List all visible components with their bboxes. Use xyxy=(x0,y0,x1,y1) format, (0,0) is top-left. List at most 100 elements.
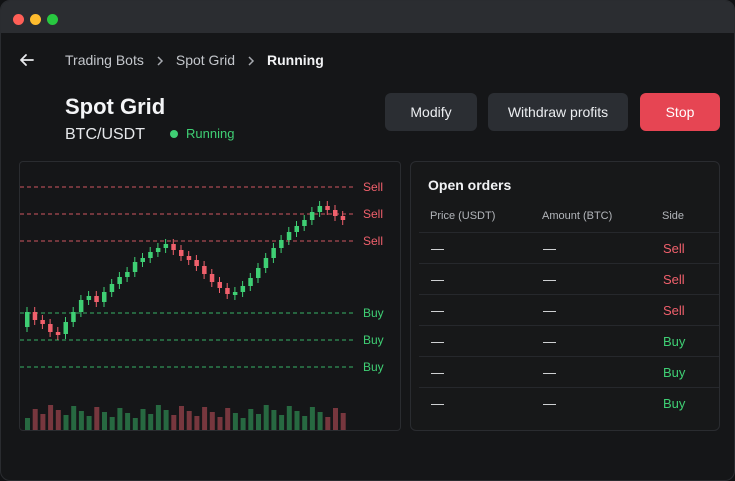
chevron-right-icon xyxy=(247,54,255,66)
table-row[interactable]: — — Sell xyxy=(419,232,719,263)
volume-bar xyxy=(202,407,208,430)
candle-body xyxy=(71,312,76,322)
breadcrumb-running: Running xyxy=(267,52,324,68)
volume-bar xyxy=(302,416,308,430)
candle-body xyxy=(55,332,61,335)
order-side: Sell xyxy=(663,241,685,256)
candle-body xyxy=(202,266,207,274)
candle-body xyxy=(171,244,176,250)
maximize-window-button[interactable] xyxy=(47,14,58,25)
title-bar xyxy=(1,1,734,33)
candle-body xyxy=(94,296,99,302)
candle-body xyxy=(163,244,169,248)
order-amount: — xyxy=(543,365,556,380)
arrow-left-icon[interactable] xyxy=(17,50,37,70)
volume-bar xyxy=(86,416,92,430)
table-row[interactable]: — — Buy xyxy=(419,356,719,387)
candle-body xyxy=(279,240,284,248)
volume-bar xyxy=(325,417,331,430)
candle-body xyxy=(256,268,261,278)
table-row[interactable]: — — Sell xyxy=(419,294,719,325)
candle-body xyxy=(217,282,222,288)
volume-bar xyxy=(171,415,177,430)
candle-body xyxy=(102,292,107,302)
table-row[interactable]: — — Buy xyxy=(419,387,719,418)
volume-bar xyxy=(217,417,223,430)
column-header-price: Price (USDT) xyxy=(430,210,496,222)
candle-body xyxy=(86,296,92,300)
candle-body xyxy=(194,260,199,266)
grid-label: Buy xyxy=(363,360,384,374)
volume-bar xyxy=(155,405,161,430)
candle-body xyxy=(286,232,292,240)
order-price: — xyxy=(431,272,444,287)
table-row[interactable]: — — Buy xyxy=(419,325,719,356)
volume-bar xyxy=(163,410,169,430)
volume-bar xyxy=(148,414,154,430)
modify-button[interactable]: Modify xyxy=(385,93,477,131)
stop-button[interactable]: Stop xyxy=(640,93,720,131)
candle-body xyxy=(294,226,299,232)
candle-body xyxy=(225,288,230,294)
candle-body xyxy=(317,206,323,212)
order-price: — xyxy=(431,303,444,318)
grid-label: Buy xyxy=(363,333,384,347)
trading-pair: BTC/USDT xyxy=(65,126,145,143)
volume-bar xyxy=(40,414,46,430)
breadcrumb-spot-grid[interactable]: Spot Grid xyxy=(175,52,235,68)
order-amount: — xyxy=(543,241,556,256)
candle-body xyxy=(309,212,315,220)
order-amount: — xyxy=(543,334,556,349)
volume-bar xyxy=(186,411,192,430)
page-title: Spot Grid xyxy=(65,94,166,119)
volume-bar xyxy=(225,408,231,430)
volume-bar xyxy=(232,413,238,430)
candle-body xyxy=(155,248,161,252)
grid-label: Sell xyxy=(363,180,383,194)
candle-body xyxy=(263,258,269,268)
status-badge: Running xyxy=(170,126,234,141)
volume-bar xyxy=(71,406,77,430)
orders-table: — — Sell — — Sell — — Sell — — Buy — — xyxy=(419,232,719,418)
open-orders-panel: Open orders Price (USDT) Amount (BTC) Si… xyxy=(410,161,720,431)
candle-body xyxy=(78,300,84,312)
volume-bar xyxy=(32,409,38,430)
candlestick-chart: Sell Sell Sell Buy Buy Buy xyxy=(20,180,384,430)
candle-body xyxy=(248,278,253,286)
volume-bar xyxy=(125,413,131,430)
volume-bar xyxy=(25,418,30,430)
order-price: — xyxy=(431,365,444,380)
withdraw-profits-button[interactable]: Withdraw profits xyxy=(488,93,628,131)
candle-body xyxy=(25,312,30,327)
volume-bar xyxy=(294,411,300,430)
table-row[interactable]: — — Sell xyxy=(419,263,719,294)
candle-body xyxy=(32,312,38,320)
volume-bar xyxy=(333,408,338,430)
volume-bar xyxy=(279,415,285,430)
volume-bar xyxy=(102,412,107,430)
volume-bar xyxy=(140,409,146,430)
volume-bar xyxy=(317,412,323,430)
candle-body xyxy=(302,220,307,226)
candle-body xyxy=(232,292,238,295)
candle-body xyxy=(209,274,215,282)
candle-body xyxy=(325,206,330,210)
volume-bar xyxy=(63,415,69,430)
candle-body xyxy=(48,324,53,332)
volume-bar xyxy=(55,410,61,430)
volume-bar xyxy=(340,413,346,430)
volume-bar xyxy=(194,416,200,430)
breadcrumb-trading-bots[interactable]: Trading Bots xyxy=(65,52,144,68)
volume-bar xyxy=(256,414,261,430)
order-side: Buy xyxy=(663,396,686,411)
breadcrumb: Trading Bots Spot Grid Running xyxy=(65,51,324,69)
close-window-button[interactable] xyxy=(13,14,24,25)
status-label: Running xyxy=(186,126,235,141)
volume-bar xyxy=(94,407,100,430)
volume-bar xyxy=(263,405,269,430)
volume-bar xyxy=(240,418,246,430)
minimize-window-button[interactable] xyxy=(30,14,41,25)
candle-body xyxy=(125,272,130,277)
order-side: Sell xyxy=(663,272,685,287)
